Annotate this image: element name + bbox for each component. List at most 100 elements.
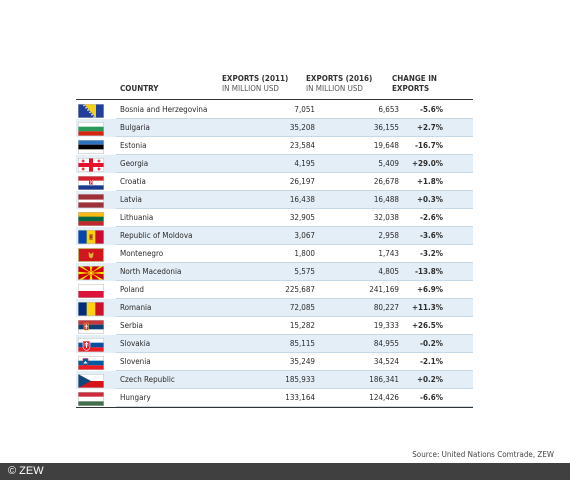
- footer-bar: © ZEW: [0, 463, 570, 480]
- exports-2011-cell: 26,197: [289, 177, 315, 186]
- change-cell: +1.8%: [417, 177, 443, 186]
- exports-2011-cell: 32,905: [289, 213, 315, 222]
- row-separator: [116, 352, 473, 353]
- row-separator: [116, 316, 473, 317]
- row-separator: [116, 334, 473, 335]
- change-cell: -13.8%: [415, 267, 443, 276]
- exports-2011-header: EXPORTS (2011) IN MILLION USD: [222, 74, 288, 94]
- row-separator: [116, 154, 473, 155]
- exports-2016-cell: 4,805: [378, 267, 399, 276]
- change-cell: +2.7%: [417, 123, 443, 132]
- table-row: Romania 72,085 80,227 +11.3%: [76, 299, 473, 317]
- exports-table: Bosnia and Herzegovina 7,051 6,653 -5.6% Bul…: [76, 101, 473, 407]
- exports-2016-cell: 84,955: [373, 339, 399, 348]
- croatia-flag-icon: [78, 175, 104, 190]
- country-cell: Montenegro: [120, 249, 164, 258]
- change-cell: -6.6%: [420, 393, 443, 402]
- exports-2011-cell: 16,438: [289, 195, 315, 204]
- country-cell: Hungary: [120, 393, 151, 402]
- poland-flag-icon: [78, 283, 104, 298]
- exports-2016-cell: 5,409: [378, 159, 399, 168]
- change-cell: -3.2%: [420, 249, 443, 258]
- exports-2011-cell: 15,282: [289, 321, 315, 330]
- exports-2011-cell: 4,195: [294, 159, 315, 168]
- table-row: Estonia 23,584 19,648 -16.7%: [76, 137, 473, 155]
- exports-2016-cell: 16,488: [373, 195, 399, 204]
- country-cell: North Macedonia: [120, 267, 182, 276]
- change-cell: +0.3%: [417, 195, 443, 204]
- country-cell: Slovenia: [120, 357, 151, 366]
- country-cell: Poland: [120, 285, 144, 294]
- exports-2016-cell: 1,743: [378, 249, 399, 258]
- change-header: CHANGE IN EXPORTS: [392, 74, 437, 94]
- table-row: Bosnia and Herzegovina 7,051 6,653 -5.6%: [76, 101, 473, 119]
- change-cell: -2.1%: [420, 357, 443, 366]
- country-cell: Czech Republic: [120, 375, 175, 384]
- exports-2016-header: EXPORTS (2016) IN MILLION USD: [306, 74, 372, 94]
- change-title-line1: CHANGE IN: [392, 74, 437, 83]
- exports-2016-cell: 19,333: [373, 321, 399, 330]
- exports-2011-cell: 3,067: [294, 231, 315, 240]
- row-separator: [116, 136, 473, 137]
- change-title-line2: EXPORTS: [392, 84, 430, 93]
- country-cell: Bulgaria: [120, 123, 150, 132]
- table-row: Lithuania 32,905 32,038 -2.6%: [76, 209, 473, 227]
- table-bottom-rule: [76, 407, 473, 408]
- change-cell: -3.6%: [420, 231, 443, 240]
- change-cell: -5.6%: [420, 105, 443, 114]
- exports-2011-unit: IN MILLION USD: [222, 84, 279, 93]
- country-cell: Croatia: [120, 177, 146, 186]
- bulgaria-flag-icon: [78, 121, 104, 136]
- row-separator: [116, 172, 473, 173]
- exports-2011-cell: 35,249: [289, 357, 315, 366]
- row-separator: [116, 244, 473, 245]
- row-separator: [116, 406, 473, 407]
- country-header: COUNTRY: [120, 84, 159, 93]
- exports-2016-cell: 36,155: [373, 123, 399, 132]
- country-cell: Latvia: [120, 195, 142, 204]
- exports-2011-cell: 72,085: [289, 303, 315, 312]
- row-separator: [116, 208, 473, 209]
- change-cell: +26.5%: [412, 321, 443, 330]
- table-row: Serbia 15,282 19,333 +26.5%: [76, 317, 473, 335]
- country-cell: Bosnia and Herzegovina: [120, 105, 208, 114]
- exports-2016-cell: 34,524: [373, 357, 399, 366]
- exports-2011-cell: 85,115: [289, 339, 315, 348]
- table-row: North Macedonia 5,575 4,805 -13.8%: [76, 263, 473, 281]
- table-row: Croatia 26,197 26,678 +1.8%: [76, 173, 473, 191]
- row-separator: [116, 280, 473, 281]
- exports-2016-cell: 186,341: [369, 375, 399, 384]
- row-separator: [116, 370, 473, 371]
- country-cell: Georgia: [120, 159, 149, 168]
- exports-2011-title: EXPORTS (2011): [222, 74, 289, 83]
- exports-2011-cell: 133,164: [285, 393, 315, 402]
- table-row: Czech Republic 185,933 186,341 +0.2%: [76, 371, 473, 389]
- table-row: Montenegro 1,800 1,743 -3.2%: [76, 245, 473, 263]
- row-separator: [116, 190, 473, 191]
- exports-2016-cell: 124,426: [369, 393, 399, 402]
- moldova-flag-icon: [78, 229, 104, 244]
- exports-2016-unit: IN MILLION USD: [306, 84, 363, 93]
- exports-2016-cell: 6,653: [378, 105, 399, 114]
- table-row: Slovakia 85,115 84,955 -0.2%: [76, 335, 473, 353]
- row-separator: [116, 118, 473, 119]
- romania-flag-icon: [78, 301, 104, 316]
- country-cell: Romania: [120, 303, 152, 312]
- country-cell: Estonia: [120, 141, 147, 150]
- table-row: Latvia 16,438 16,488 +0.3%: [76, 191, 473, 209]
- exports-2011-cell: 7,051: [294, 105, 315, 114]
- exports-2011-cell: 185,933: [285, 375, 315, 384]
- hungary-flag-icon: [78, 391, 104, 406]
- exports-2011-cell: 35,208: [289, 123, 315, 132]
- exports-2016-cell: 241,169: [369, 285, 399, 294]
- table-row: Bulgaria 35,208 36,155 +2.7%: [76, 119, 473, 137]
- table-row: Slovenia 35,249 34,524 -2.1%: [76, 353, 473, 371]
- lithuania-flag-icon: [78, 211, 104, 226]
- country-cell: Slovakia: [120, 339, 151, 348]
- table-row: Hungary 133,164 124,426 -6.6%: [76, 389, 473, 407]
- exports-2016-cell: 19,648: [373, 141, 399, 150]
- exports-2016-cell: 80,227: [373, 303, 399, 312]
- country-cell: Serbia: [120, 321, 143, 330]
- source-note: Source: United Nations Comtrade, ZEW: [412, 450, 554, 459]
- table-row: Republic of Moldova 3,067 2,958 -3.6%: [76, 227, 473, 245]
